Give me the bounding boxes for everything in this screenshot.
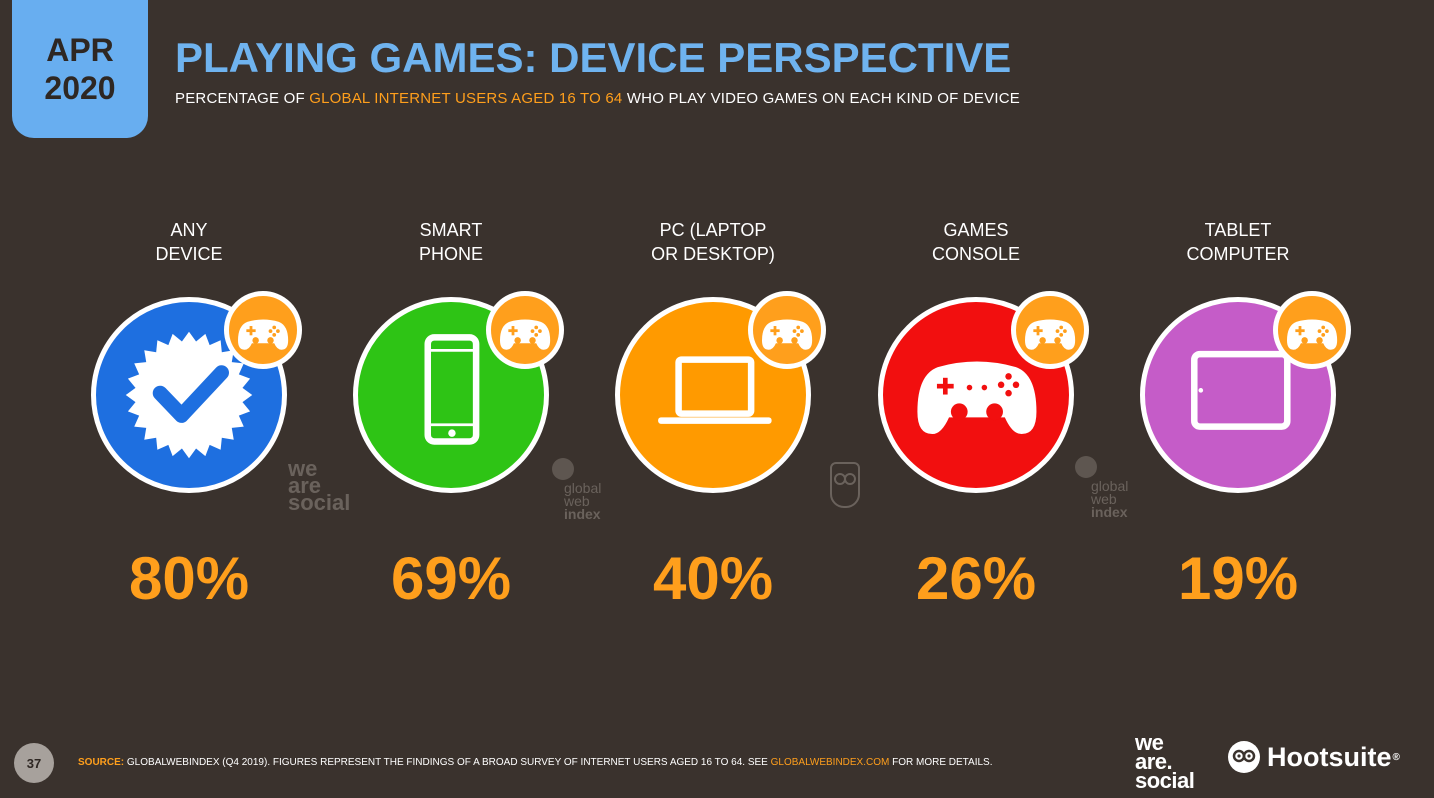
watermark-hootsuite-owl-icon xyxy=(830,462,860,508)
watermark-gwi2-dots-icon xyxy=(1075,456,1097,478)
watermark-gwi-line2: web xyxy=(564,493,590,509)
hootsuite-owl-icon xyxy=(1228,741,1260,773)
source-label: SOURCE: xyxy=(78,757,125,768)
source-end: FOR MORE DETAILS. xyxy=(889,757,993,768)
category-label-line2: DEVICE xyxy=(155,244,223,264)
category-label-line2: PHONE xyxy=(418,244,483,264)
logo-was-line3: social xyxy=(1135,768,1195,793)
watermark-was-line1: we xyxy=(288,456,318,481)
category-label: SMART PHONE xyxy=(341,218,561,266)
page-number: 37 xyxy=(14,743,54,783)
gamepad-icon xyxy=(1025,319,1076,350)
gamepad-icon xyxy=(917,361,1037,435)
watermark-globalwebindex-2: global web index xyxy=(1075,456,1128,519)
category-label-line2: CONSOLE xyxy=(931,244,1021,264)
category-label-line1: TABLET xyxy=(1204,220,1272,240)
percentage-value: 69% xyxy=(390,545,512,612)
watermark-was-line2: are xyxy=(288,473,322,498)
gamepad-icon xyxy=(1287,319,1338,350)
page-subtitle: PERCENTAGE OF GLOBAL INTERNET USERS AGED… xyxy=(175,90,1020,107)
gamepad-badge xyxy=(224,291,302,369)
watermark-globalwebindex-1: global web index xyxy=(552,458,601,521)
watermark-gwi2-line3: index xyxy=(1091,504,1128,520)
hootsuite-wordmark: Hootsuite xyxy=(1267,741,1392,772)
category-label: PC (LAPTOP OR DESKTOP) xyxy=(603,218,823,266)
laptop-icon xyxy=(658,356,772,424)
watermark-gwi-dots-icon xyxy=(552,458,574,480)
source-link[interactable]: GLOBALWEBINDEX.COM xyxy=(770,757,890,768)
watermark-was-line3: social xyxy=(288,490,351,515)
category-label-line2: COMPUTER xyxy=(1186,244,1290,264)
we-are-social-logo: we are. social xyxy=(1135,730,1195,793)
watermark-gwi-line3: index xyxy=(564,506,601,522)
category-label: GAMES CONSOLE xyxy=(866,218,1086,266)
percentage-value: 80% xyxy=(128,545,250,612)
hootsuite-logo: Hootsuite ® xyxy=(1228,741,1400,773)
badge-month: APR xyxy=(46,32,114,68)
verified-check-icon xyxy=(125,331,253,459)
page-title: PLAYING GAMES: DEVICE PERSPECTIVE xyxy=(175,34,1012,81)
gamepad-icon xyxy=(238,319,289,350)
subtitle-post: WHO PLAY VIDEO GAMES ON EACH KIND OF DEV… xyxy=(622,90,1020,107)
watermark-gwi2-line2: web xyxy=(1091,491,1117,507)
logo-was-line2: are. xyxy=(1135,749,1173,774)
category-label-line1: GAMES xyxy=(943,220,1009,240)
date-badge: APR 2020 xyxy=(12,0,148,138)
logo-was-line1: we xyxy=(1135,730,1164,755)
gamepad-badge xyxy=(1273,291,1351,369)
category-label: ANY DEVICE xyxy=(79,218,299,266)
gamepad-badge xyxy=(486,291,564,369)
smartphone-icon xyxy=(424,334,480,445)
percentage-value: 40% xyxy=(652,545,774,612)
watermark-gwi-line1: global xyxy=(564,480,602,496)
subtitle-highlight: GLOBAL INTERNET USERS AGED 16 TO 64 xyxy=(309,90,623,107)
badge-year: 2020 xyxy=(44,70,116,106)
watermark-gwi2-line1: global xyxy=(1091,478,1129,494)
source-note: SOURCE: GLOBALWEBINDEX (Q4 2019). FIGURE… xyxy=(78,757,993,768)
source-text: GLOBALWEBINDEX (Q4 2019). FIGURES REPRES… xyxy=(124,757,771,768)
category-label-line1: SMART xyxy=(419,220,483,240)
percentage-value: 19% xyxy=(1177,545,1299,612)
hootsuite-registered-mark: ® xyxy=(1392,751,1400,763)
percentage-value: 26% xyxy=(915,545,1037,612)
gamepad-icon xyxy=(762,319,813,350)
gamepad-icon xyxy=(500,319,551,350)
subtitle-pre: PERCENTAGE OF xyxy=(175,90,310,107)
tablet-icon xyxy=(1191,350,1291,430)
category-label: TABLET COMPUTER xyxy=(1128,218,1348,266)
gamepad-badge xyxy=(1011,291,1089,369)
category-label-line1: ANY xyxy=(170,220,208,240)
category-label-line2: OR DESKTOP) xyxy=(651,244,775,264)
category-label-line1: PC (LAPTOP xyxy=(659,220,767,240)
watermark-we-are-social: we are social xyxy=(288,456,351,515)
gamepad-badge xyxy=(748,291,826,369)
